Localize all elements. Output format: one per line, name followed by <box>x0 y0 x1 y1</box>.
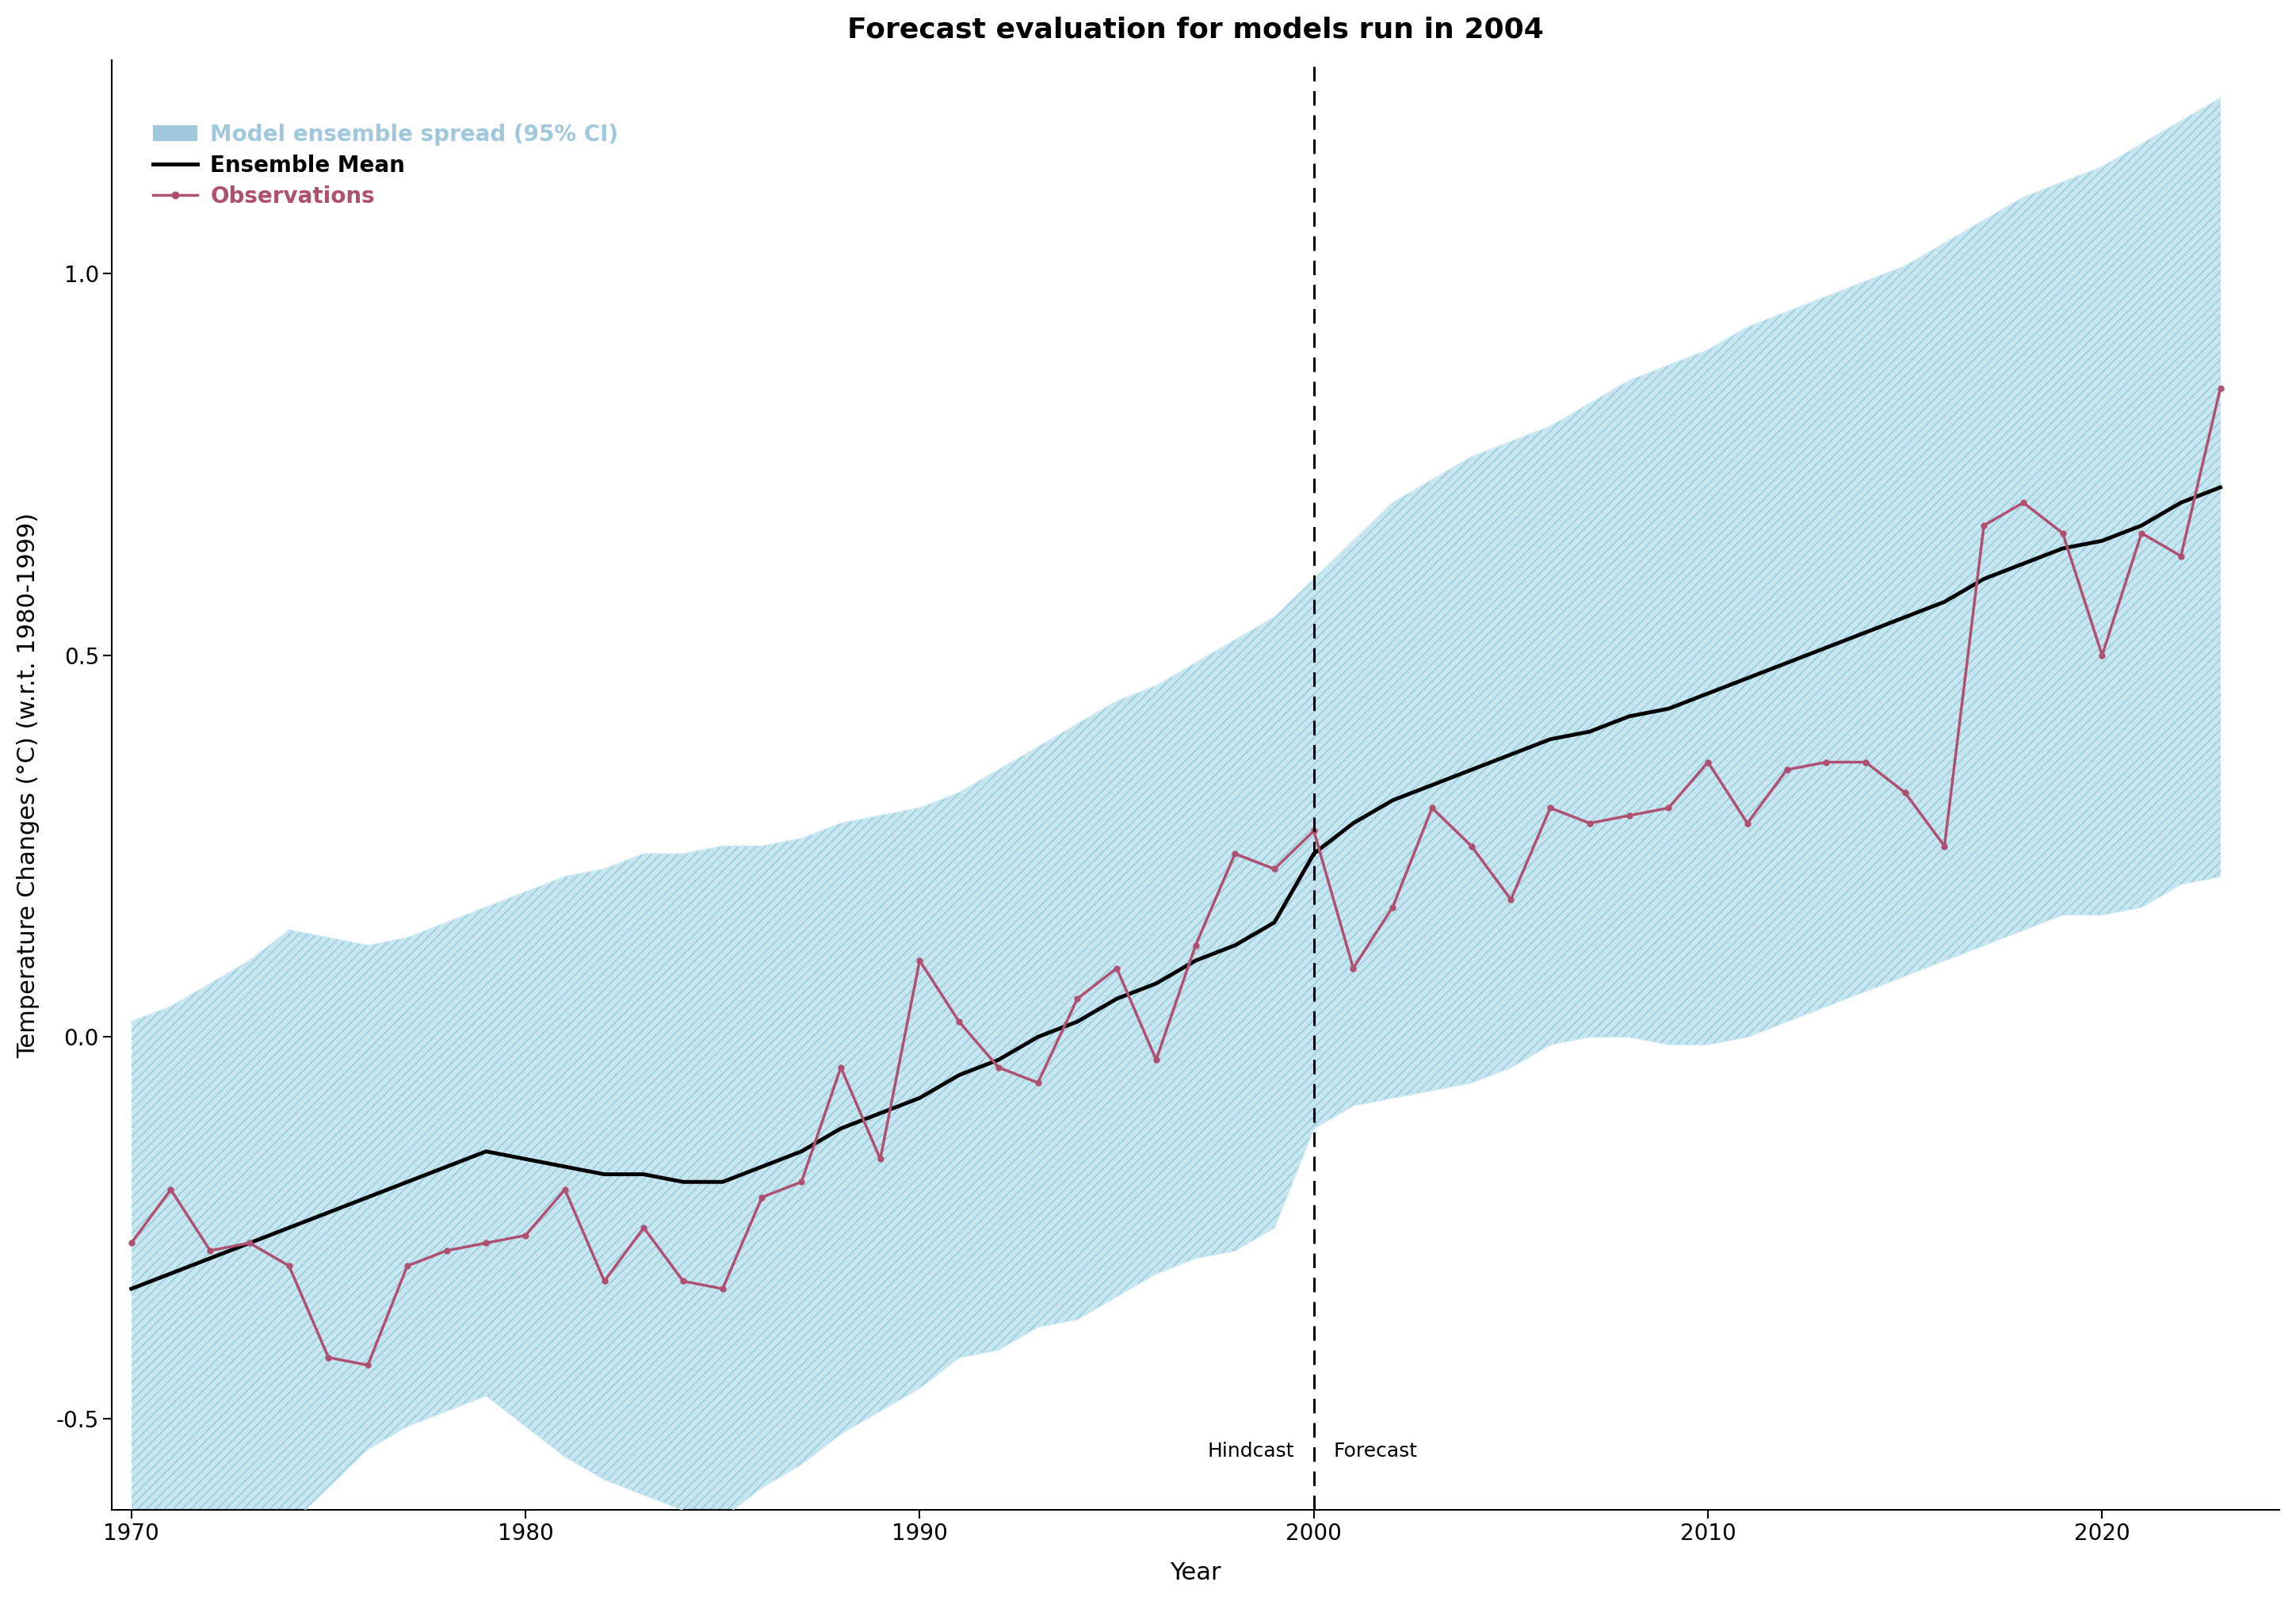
Text: Hindcast: Hindcast <box>1208 1441 1295 1460</box>
X-axis label: Year: Year <box>1171 1561 1221 1585</box>
Text: Forecast: Forecast <box>1334 1441 1417 1460</box>
Y-axis label: Temperature Changes (°C) (w.r.t. 1980-1999): Temperature Changes (°C) (w.r.t. 1980-19… <box>16 512 39 1058</box>
Legend: Model ensemble spread (95% CI), Ensemble Mean, Observations: Model ensemble spread (95% CI), Ensemble… <box>145 114 627 216</box>
Title: Forecast evaluation for models run in 2004: Forecast evaluation for models run in 20… <box>847 16 1543 43</box>
